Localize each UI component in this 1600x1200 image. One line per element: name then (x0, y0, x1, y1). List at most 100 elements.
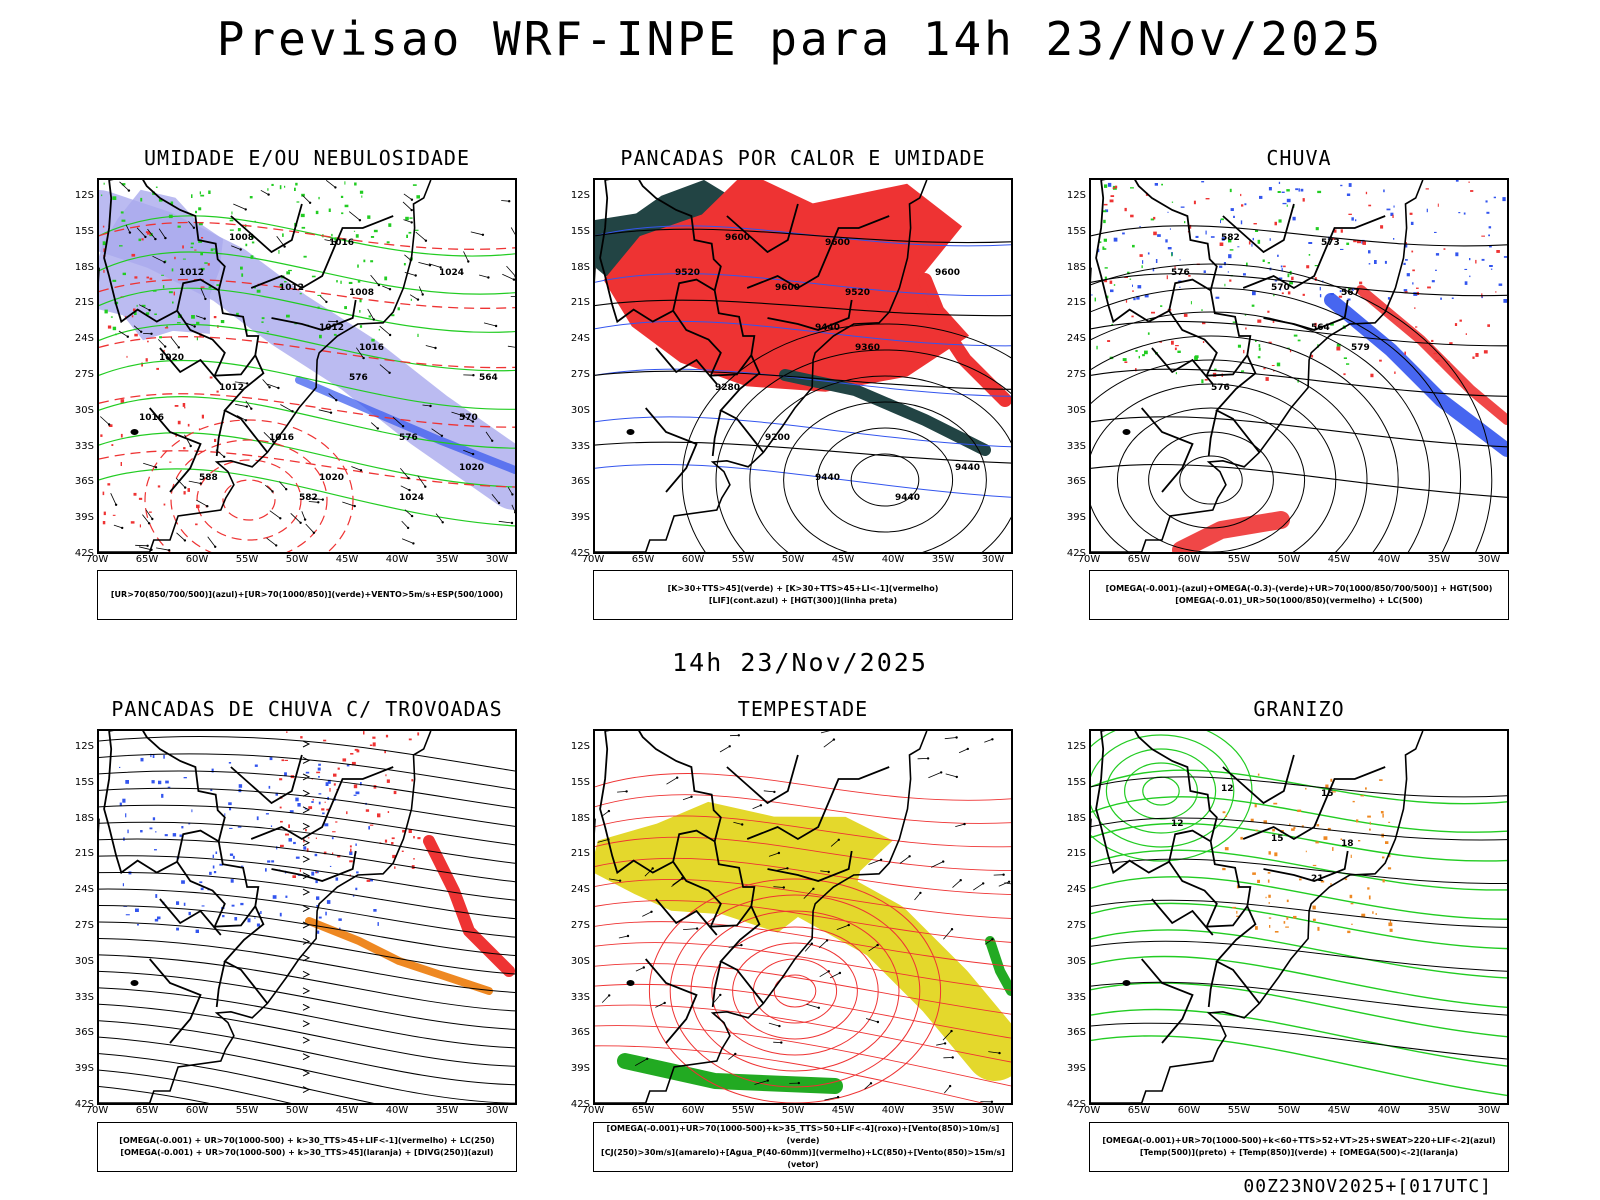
lat-label: 42S (74, 548, 94, 559)
panel-title-chuva: CHUVA (1266, 146, 1332, 170)
lat-label: 39S (570, 1063, 590, 1075)
thunder-band-orange (305, 917, 493, 995)
lon-label: 30W (981, 1105, 1005, 1116)
map-trovoadas[interactable] (97, 729, 517, 1105)
lat-label: 30S (570, 404, 590, 416)
coastline (595, 180, 928, 552)
lat-label: 39S (1066, 1063, 1086, 1075)
contour-label: 1012 (319, 323, 344, 333)
lat-label: 18S (570, 261, 590, 273)
lat-label: 42S (1066, 548, 1086, 559)
lat-label: 24S (1066, 884, 1086, 896)
map-canvas-granizo: 12 12 15 15 18 21 (1091, 731, 1507, 1103)
lat-label: 15S (1066, 776, 1086, 788)
lon-label: 45W (335, 1105, 359, 1116)
lat-label: 15S (74, 776, 94, 788)
legend-line: [OMEGA(-0.001)+UR>70(1000-500)+k>35_TTS>… (606, 1124, 1000, 1145)
lon-label: 55W (1227, 1105, 1251, 1116)
contour-label: 9600 (825, 238, 850, 248)
coastline (595, 731, 928, 1103)
lat-label: 27S (1066, 920, 1086, 931)
political-borders (599, 180, 890, 493)
map-umidade[interactable]: 1008 1012 1016 1012 1008 1012 1016 1012 1016 1020… (97, 178, 517, 554)
lat-label: 27S (1066, 369, 1086, 380)
lake-marker (1122, 429, 1131, 435)
lon-label: 60W (681, 554, 705, 565)
contour-label: 9440 (815, 323, 840, 333)
lon-label: 65W (1127, 554, 1151, 565)
lif-contours-blue (595, 225, 1011, 498)
streamlines-250 (99, 735, 515, 1103)
hgt500-lines (1091, 225, 1507, 498)
lat-label: 33S (1066, 440, 1086, 452)
map-canvas-umidade: 1008 1012 1016 1012 1008 1012 1016 1012 1016 1020… (99, 180, 515, 552)
legend-line: [OMEGA(-0.01)_UR>50(1000/850)(vermelho) … (1175, 596, 1423, 605)
legend-pancadas_calor: [K>30+TTS>45](verde) + [K>30+TTS>45+LI<-… (593, 570, 1013, 620)
map-pancadas_calor[interactable]: 9600 9520 9600 9600 9520 9440 9360 9280 9200 9440… (593, 178, 1013, 554)
lon-label: 45W (831, 554, 855, 565)
contour-label: 564 (479, 373, 498, 383)
lat-label: 24S (74, 333, 94, 345)
lon-label: 70W (85, 554, 109, 565)
map-granizo[interactable]: 12 12 15 15 18 21 (1089, 729, 1509, 1105)
lon-label: 50W (1277, 554, 1301, 565)
lon-label: 45W (831, 1105, 855, 1116)
contour-label: 12 (1171, 819, 1184, 829)
lat-label: 36S (570, 1027, 590, 1039)
legend-chuva: [OMEGA(-0.001)-(azul)+OMEGA(-0.3)-(verde… (1089, 570, 1509, 620)
lat-label: 18S (74, 812, 94, 824)
map-chuva[interactable]: 582 576 573 570 567 564 579 576 (1089, 178, 1509, 554)
lat-label: 33S (1066, 991, 1086, 1003)
political-borders (103, 731, 394, 1044)
map-canvas-trovoadas (99, 731, 515, 1103)
lat-label: 42S (570, 548, 590, 559)
contour-label: 576 (399, 433, 418, 443)
rain-band-blue (1324, 293, 1507, 457)
contour-label: 12 (1221, 784, 1234, 794)
lon-label: 60W (681, 1105, 705, 1116)
lat-label: 39S (570, 512, 590, 524)
panel-title-trovoadas: PANCADAS DE CHUVA C/ TROVOADAS (111, 697, 503, 721)
contour-label: 1024 (399, 493, 424, 503)
lon-label: 35W (435, 554, 459, 565)
legend-line: [UR>70(850/700/500)](azul)+[UR>70(1000/8… (110, 590, 504, 599)
panel-title-umidade: UMIDADE E/OU NEBULOSIDADE (143, 146, 471, 170)
humidity-core-blue (295, 376, 515, 474)
lon-label: 35W (1427, 1105, 1451, 1116)
lon-label: 60W (185, 1105, 209, 1116)
contour-label: 9600 (725, 233, 750, 243)
lat-label: 15S (74, 225, 94, 237)
lon-label: 50W (285, 1105, 309, 1116)
lat-label: 24S (570, 333, 590, 345)
lon-label: 30W (1477, 554, 1501, 565)
lat-label: 36S (74, 1027, 94, 1039)
lat-label: 18S (1066, 812, 1086, 824)
lon-label: 45W (1327, 554, 1351, 565)
lon-label: 30W (485, 1105, 509, 1116)
legend-line: [OMEGA(-0.001) + UR>70(1000-500) + k>30_… (120, 1148, 494, 1157)
lat-label: 12S (74, 741, 94, 752)
contour-labels: 582 576 573 570 567 564 579 576 (1171, 233, 1370, 393)
contour-label: 18 (1341, 839, 1354, 849)
lc850-spiral-red (648, 878, 942, 1103)
contour-label: 9360 (855, 343, 880, 353)
map-tempestade[interactable] (593, 729, 1013, 1105)
contour-label: 9440 (895, 493, 920, 503)
lon-label: 65W (631, 554, 655, 565)
run-info-footer: 00Z23NOV2025+[017UTC] (1243, 1176, 1492, 1197)
lon-label: 40W (385, 1105, 409, 1116)
forecast-time-title: 14h 23/Nov/2025 (672, 648, 928, 677)
political-borders (599, 731, 890, 1044)
panel-title-granizo: GRANIZO (1253, 697, 1345, 721)
lon-label: 50W (781, 1105, 805, 1116)
lon-label: 55W (235, 554, 259, 565)
lake-marker (1122, 980, 1131, 986)
contour-label: 576 (349, 373, 368, 383)
contour-label: 9200 (765, 433, 790, 443)
legend-umidade: [UR>70(850/700/500)](azul)+[UR>70(1000/8… (97, 570, 517, 620)
contour-label: 15 (1321, 789, 1334, 799)
lat-label: 33S (570, 440, 590, 452)
lon-label: 65W (1127, 1105, 1151, 1116)
lat-label: 21S (1066, 297, 1086, 309)
lat-label: 27S (74, 369, 94, 380)
